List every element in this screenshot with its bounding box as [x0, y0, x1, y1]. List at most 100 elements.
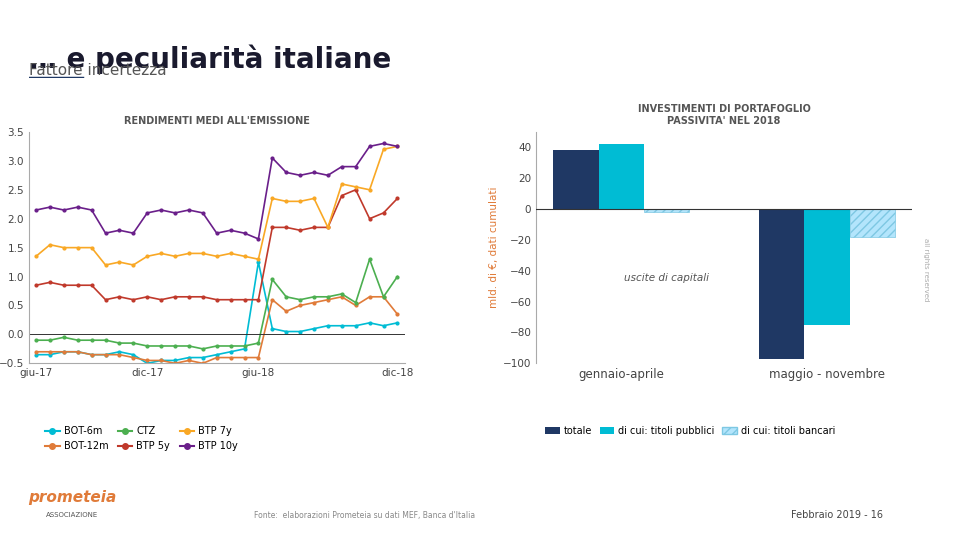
BOT-12m: [295, 302, 306, 309]
BOT-6m: [377, 322, 389, 329]
BTP 7y: [141, 253, 153, 260]
BTP 5y: [211, 296, 223, 303]
BTP 10y: [128, 230, 139, 237]
BOT-6m: [169, 357, 180, 364]
BTP 7y: [128, 262, 139, 268]
CTZ: [128, 340, 139, 346]
BTP 5y: [295, 227, 306, 233]
CTZ: [392, 273, 403, 280]
BTP 10y: [141, 210, 153, 216]
BOT-12m: [141, 357, 153, 364]
CTZ: [364, 256, 375, 262]
BOT-12m: [336, 294, 348, 300]
CTZ: [100, 337, 111, 343]
BTP 5y: [128, 296, 139, 303]
BOT-12m: [392, 311, 403, 318]
BOT-12m: [156, 357, 167, 364]
BOT-12m: [169, 360, 180, 367]
BTP 10y: [295, 172, 306, 179]
BOT-6m: [44, 352, 56, 358]
BTP 5y: [336, 192, 348, 199]
BOT-6m: [336, 322, 348, 329]
CTZ: [280, 294, 292, 300]
BOT-12m: [267, 296, 278, 303]
BTP 7y: [72, 245, 84, 251]
Bar: [553, 151, 598, 209]
Line: BOT-12m: BOT-12m: [35, 295, 398, 364]
CTZ: [252, 340, 264, 346]
BOT-6m: [100, 352, 111, 358]
CTZ: [267, 276, 278, 283]
CTZ: [169, 343, 180, 349]
BOT-12m: [308, 299, 320, 306]
BOT-6m: [225, 348, 236, 355]
BTP 5y: [323, 224, 334, 231]
Title: INVESTIMENTI DI PORTAFOGLIO
PASSIVITA' NEL 2018: INVESTIMENTI DI PORTAFOGLIO PASSIVITA' N…: [637, 104, 810, 126]
BTP 7y: [85, 245, 97, 251]
BOT-6m: [141, 360, 153, 367]
BTP 10y: [392, 143, 403, 150]
Bar: [598, 144, 644, 209]
BOT-6m: [267, 326, 278, 332]
BOT-6m: [392, 320, 403, 326]
Bar: [850, 209, 895, 237]
BTP 7y: [392, 143, 403, 150]
BOT-6m: [183, 354, 195, 361]
BTP 10y: [252, 235, 264, 242]
BTP 5y: [156, 296, 167, 303]
CTZ: [295, 296, 306, 303]
CTZ: [44, 337, 56, 343]
Legend: totale, di cui: titoli pubblici, di cui: titoli bancari: totale, di cui: titoli pubblici, di cui:…: [541, 422, 839, 440]
BTP 5y: [364, 215, 375, 222]
BTP 7y: [113, 259, 125, 265]
Legend: BOT-6m, BOT-12m, CTZ, BTP 5y, BTP 7y, BTP 10y: BOT-6m, BOT-12m, CTZ, BTP 5y, BTP 7y, BT…: [41, 422, 242, 455]
BTP 7y: [156, 250, 167, 256]
BOT-12m: [377, 294, 389, 300]
Line: BTP 10y: BTP 10y: [35, 142, 398, 240]
BOT-12m: [31, 348, 42, 355]
BTP 5y: [252, 296, 264, 303]
CTZ: [85, 337, 97, 343]
BOT-6m: [72, 348, 84, 355]
BOT-12m: [197, 360, 208, 367]
BTP 5y: [197, 294, 208, 300]
BTP 7y: [211, 253, 223, 260]
BOT-6m: [252, 259, 264, 265]
BOT-12m: [364, 294, 375, 300]
BTP 5y: [44, 279, 56, 286]
BTP 7y: [100, 262, 111, 268]
CTZ: [72, 337, 84, 343]
CTZ: [239, 343, 251, 349]
BOT-12m: [58, 348, 69, 355]
Text: prometeia: prometeia: [28, 490, 116, 505]
BTP 5y: [141, 294, 153, 300]
BTP 10y: [280, 169, 292, 176]
BTP 10y: [156, 207, 167, 213]
BTP 5y: [113, 294, 125, 300]
BOT-12m: [44, 348, 56, 355]
BTP 5y: [392, 195, 403, 201]
BOT-12m: [350, 302, 362, 309]
BOT-12m: [100, 352, 111, 358]
BTP 7y: [239, 253, 251, 260]
BTP 10y: [72, 204, 84, 211]
Text: … e peculiarità italiane: … e peculiarità italiane: [29, 45, 391, 75]
BTP 10y: [267, 154, 278, 161]
BOT-12m: [280, 308, 292, 314]
BOT-6m: [364, 320, 375, 326]
BTP 5y: [31, 282, 42, 288]
BTP 10y: [169, 210, 180, 216]
BOT-6m: [350, 322, 362, 329]
BOT-6m: [31, 352, 42, 358]
BTP 5y: [169, 294, 180, 300]
BTP 5y: [58, 282, 69, 288]
BTP 5y: [377, 210, 389, 216]
BTP 7y: [364, 186, 375, 193]
BTP 7y: [336, 181, 348, 187]
BTP 10y: [225, 227, 236, 233]
BOT-6m: [211, 352, 223, 358]
BTP 10y: [239, 230, 251, 237]
BTP 10y: [113, 227, 125, 233]
Bar: [759, 209, 804, 359]
BTP 7y: [225, 250, 236, 256]
